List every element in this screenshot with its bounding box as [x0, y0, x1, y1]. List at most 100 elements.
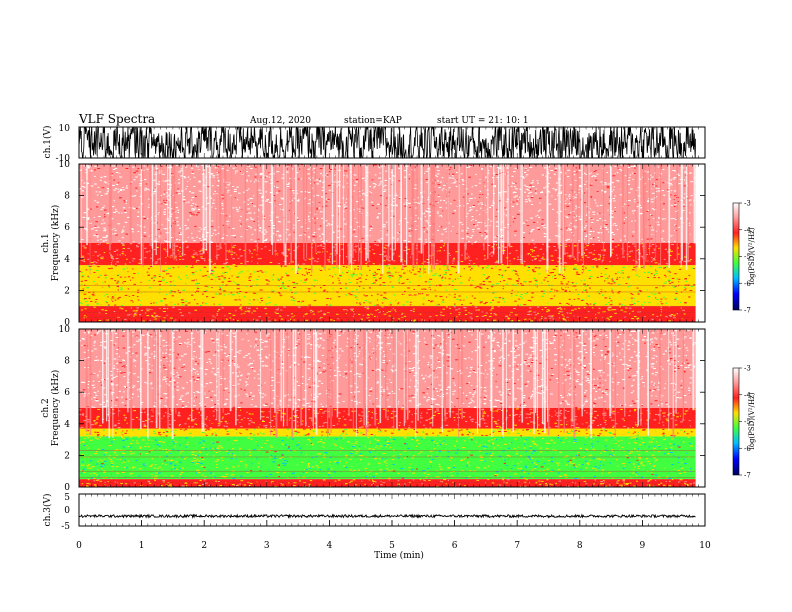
- spectrogram-cell: [527, 314, 530, 315]
- spectrogram-cell: [537, 210, 540, 212]
- spectrogram-cell: [345, 313, 347, 315]
- spectrogram-cell: [403, 279, 406, 281]
- spectrogram-cell: [647, 210, 650, 212]
- ch1-spectrogram-image: [79, 164, 705, 322]
- spectrogram-cell: [665, 266, 669, 268]
- spectrogram-cell: [564, 262, 568, 264]
- spectrogram-cell: [104, 274, 107, 276]
- spectrogram-cell: [602, 270, 605, 272]
- spectrogram-cell: [95, 221, 98, 223]
- spectrogram-cell: [439, 261, 441, 263]
- spectrogram-cell: [441, 277, 443, 279]
- spectrogram-cell: [199, 320, 202, 322]
- spectrogram-cell: [474, 287, 477, 289]
- spectrogram-cell: [80, 303, 83, 305]
- spectrogram-cell: [211, 274, 215, 276]
- spectrogram-cell: [260, 310, 264, 312]
- spectrogram-cell: [554, 280, 557, 282]
- spectrogram-cell: [669, 275, 671, 277]
- spectrogram-cell: [619, 277, 623, 279]
- spectrogram-cell: [239, 277, 242, 278]
- spectrogram-cell: [175, 319, 177, 321]
- spectrogram-cell: [394, 300, 397, 302]
- spectrogram-cell: [532, 258, 534, 259]
- spectrogram-cell: [249, 213, 253, 215]
- spectrogram-cell: [436, 249, 438, 251]
- spectrogram-cell: [404, 170, 407, 172]
- spectrogram-cell: [276, 181, 279, 183]
- spectrogram-cell: [488, 281, 492, 283]
- spectrogram-cell: [637, 301, 639, 302]
- spectrogram-cell: [355, 295, 357, 297]
- spectrogram-cell: [317, 274, 321, 276]
- spectrogram-cell: [380, 249, 384, 251]
- spectrogram-cell: [132, 258, 136, 260]
- spectrogram-cell: [326, 172, 328, 174]
- spectrogram-cell: [248, 303, 251, 305]
- spectrogram-cell: [408, 251, 411, 253]
- spectrogram-cell: [319, 301, 322, 303]
- spectrogram-cell: [408, 174, 411, 176]
- spectrogram-cell: [359, 273, 362, 275]
- spectrogram-cell: [531, 204, 534, 205]
- spectrogram-cell: [674, 273, 677, 275]
- spectrogram-cell: [297, 178, 300, 180]
- spectrogram-cell: [364, 295, 368, 297]
- spectrogram-cell: [653, 209, 657, 211]
- spectrogram-cell: [118, 188, 120, 190]
- spectrogram-cell: [84, 298, 87, 300]
- spectrogram-cell: [390, 302, 392, 304]
- spectrogram-cell: [228, 249, 231, 251]
- spectrogram-cell: [138, 206, 140, 208]
- spectrogram-cell: [136, 296, 139, 298]
- spectrogram-cell: [667, 251, 670, 253]
- spectrogram-cell: [165, 239, 167, 241]
- spectrogram-cell: [233, 254, 237, 256]
- spectrogram-cell: [584, 303, 586, 305]
- spectrogram-cell: [569, 312, 572, 314]
- spectrogram-cell: [453, 257, 455, 259]
- spectrogram-cell: [569, 254, 573, 256]
- spectrogram-cell: [126, 319, 128, 321]
- spectrogram-cell: [87, 265, 90, 267]
- spectrogram-cell: [490, 246, 493, 248]
- spectrogram-cell: [471, 257, 473, 259]
- spectrogram-cell: [633, 298, 635, 300]
- spectrogram-cell: [482, 284, 486, 285]
- spectrogram-cell: [185, 166, 188, 168]
- spectrogram-cell: [231, 311, 235, 313]
- spectrogram-cell: [333, 180, 336, 182]
- spectrogram-cell: [258, 186, 261, 188]
- spectrogram-cell: [162, 210, 164, 212]
- spectrogram-cell: [454, 303, 456, 305]
- spectrogram-cell: [265, 279, 267, 281]
- spectrogram-cell: [317, 258, 320, 260]
- spectrogram-cell: [213, 199, 215, 201]
- spectrogram-cell: [658, 259, 661, 261]
- spectrogram-cell: [410, 258, 414, 260]
- spectrogram-cell: [317, 268, 319, 270]
- spectrogram-cell: [540, 275, 544, 277]
- spectrogram-cell: [246, 227, 248, 229]
- spectrogram-cell: [574, 308, 577, 310]
- spectrogram-cell: [301, 300, 305, 302]
- ch1-waveform-trace: [78, 125, 696, 160]
- spectrogram-cell: [542, 253, 545, 255]
- spectrogram-cell: [429, 211, 432, 213]
- spectrogram-cell: [379, 195, 383, 197]
- spectrogram-cell: [253, 271, 256, 273]
- spectrogram-cell: [133, 172, 136, 174]
- spectrogram-cell: [331, 306, 334, 308]
- spectrogram-cell: [210, 184, 212, 186]
- spectrogram-cell: [450, 230, 452, 232]
- spectrogram-cell: [267, 296, 271, 298]
- spectrogram-cell: [154, 262, 158, 264]
- spectrogram-cell: [228, 268, 231, 270]
- spectrogram-cell: [683, 290, 686, 292]
- spectrogram-cell: [648, 258, 651, 260]
- spectrogram-cell: [248, 276, 252, 278]
- spectrogram-cell: [104, 306, 108, 308]
- spectrogram-cell: [612, 240, 614, 242]
- spectrogram-cell: [288, 263, 290, 265]
- spectrogram-cell: [210, 226, 214, 228]
